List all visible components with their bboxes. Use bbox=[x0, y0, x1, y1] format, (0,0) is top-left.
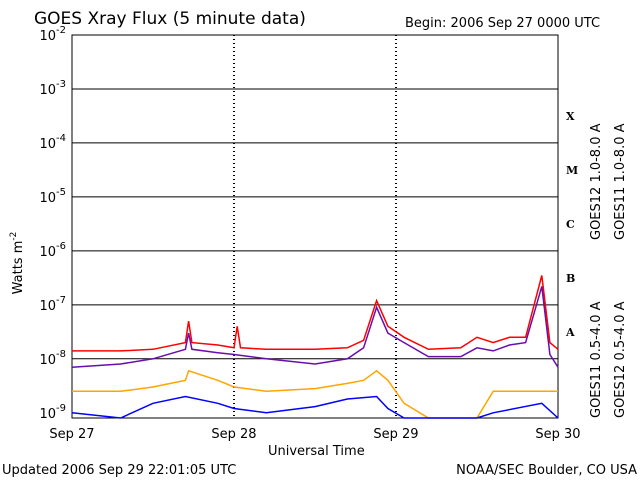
flare-class-A: A bbox=[565, 326, 575, 339]
x-tick-label: Sep 29 bbox=[373, 427, 418, 442]
legend-entry: GOES12 1.0-8.0 A bbox=[589, 123, 604, 240]
y-tick-label: 10-8 bbox=[39, 349, 66, 368]
x-axis-label: Universal Time bbox=[268, 444, 365, 459]
flare-class-M: M bbox=[566, 164, 578, 177]
series-line bbox=[72, 369, 558, 419]
x-tick-label: Sep 30 bbox=[535, 427, 580, 442]
legend-entry: GOES11 0.5-4.0 A bbox=[589, 301, 604, 418]
legend-entry: GOES12 0.5-4.0 A bbox=[613, 301, 628, 418]
y-tick-label: 10-7 bbox=[39, 295, 66, 314]
y-tick-label: 10-6 bbox=[39, 241, 66, 260]
plot-area: 10-9 10-8 10-7 10-6 10-5 10-4 10-3 10-2 Sep 27 Se… bbox=[39, 25, 628, 442]
y-axis-label: Watts m-2 bbox=[9, 232, 26, 295]
plot-frame bbox=[71, 34, 559, 419]
y-tick-label: 10-9 bbox=[39, 403, 66, 422]
y-tick-label: 10-5 bbox=[39, 187, 66, 206]
flare-class-B: B bbox=[566, 272, 575, 285]
y-tick-label: 10-2 bbox=[39, 25, 66, 44]
y-tick-label: 10-3 bbox=[39, 79, 66, 98]
series-line bbox=[72, 275, 559, 352]
source-credit: NOAA/SEC Boulder, CO USA bbox=[456, 463, 637, 478]
flare-class-X: X bbox=[566, 110, 575, 123]
updated-timestamp: Updated 2006 Sep 29 22:01:05 UTC bbox=[2, 463, 236, 478]
y-axis-label-text: Watts m bbox=[11, 241, 26, 295]
series-line bbox=[71, 395, 559, 419]
y-axis-label-sup: -2 bbox=[9, 232, 19, 241]
y-tick-label: 10-4 bbox=[39, 133, 66, 152]
flare-class-C: C bbox=[566, 218, 575, 231]
x-tick-label: Sep 27 bbox=[49, 427, 94, 442]
begin-label: Begin: 2006 Sep 27 0000 UTC bbox=[405, 16, 600, 31]
legend-entry: GOES11 1.0-8.0 A bbox=[613, 123, 628, 240]
chart-title: GOES Xray Flux (5 minute data) bbox=[34, 9, 306, 29]
svg-text:Watts m-2: Watts m-2 bbox=[9, 232, 26, 295]
x-tick-label: Sep 28 bbox=[211, 427, 256, 442]
series-line bbox=[71, 286, 559, 368]
